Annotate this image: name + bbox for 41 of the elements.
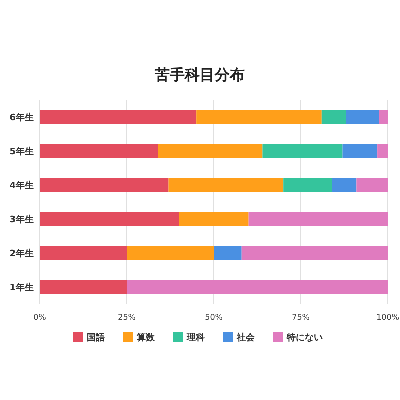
legend-label: 社会 <box>236 332 256 344</box>
bar <box>168 178 284 192</box>
bar <box>378 144 388 158</box>
bar <box>342 144 378 158</box>
bar <box>379 110 388 124</box>
bar <box>179 212 249 226</box>
y-tick-label: 3年生 <box>10 214 34 226</box>
bar <box>332 178 357 192</box>
x-tick-label: 100% <box>376 313 400 322</box>
bar <box>322 110 346 124</box>
bar <box>262 144 343 158</box>
legend-label: 国語 <box>87 332 105 344</box>
bar <box>40 178 169 192</box>
x-tick-label: 25% <box>118 313 136 322</box>
bar <box>242 246 388 260</box>
bar <box>214 246 242 260</box>
y-tick-label: 6年生 <box>10 112 34 124</box>
bar <box>196 110 322 124</box>
bar <box>248 212 388 226</box>
bar <box>127 246 214 260</box>
y-tick-label: 2年生 <box>10 248 34 260</box>
bar <box>40 246 127 260</box>
x-tick-label: 75% <box>292 313 310 322</box>
bar <box>40 212 180 226</box>
bar <box>127 280 388 294</box>
legend-label: 算数 <box>136 332 156 344</box>
bar <box>40 110 197 124</box>
chart-title: 苦手科目分布 <box>154 66 245 84</box>
bar <box>346 110 380 124</box>
x-tick-label: 0% <box>34 313 47 322</box>
y-tick-label: 1年生 <box>10 282 34 294</box>
bar <box>158 144 263 158</box>
y-tick-label: 5年生 <box>10 146 34 158</box>
bar <box>40 144 158 158</box>
legend-label: 理科 <box>186 332 205 344</box>
bar <box>356 178 388 192</box>
bar <box>40 280 127 294</box>
y-tick-label: 4年生 <box>10 180 34 192</box>
legend-label: 特にない <box>286 332 323 344</box>
bar <box>284 178 332 192</box>
x-tick-label: 50% <box>205 313 224 322</box>
